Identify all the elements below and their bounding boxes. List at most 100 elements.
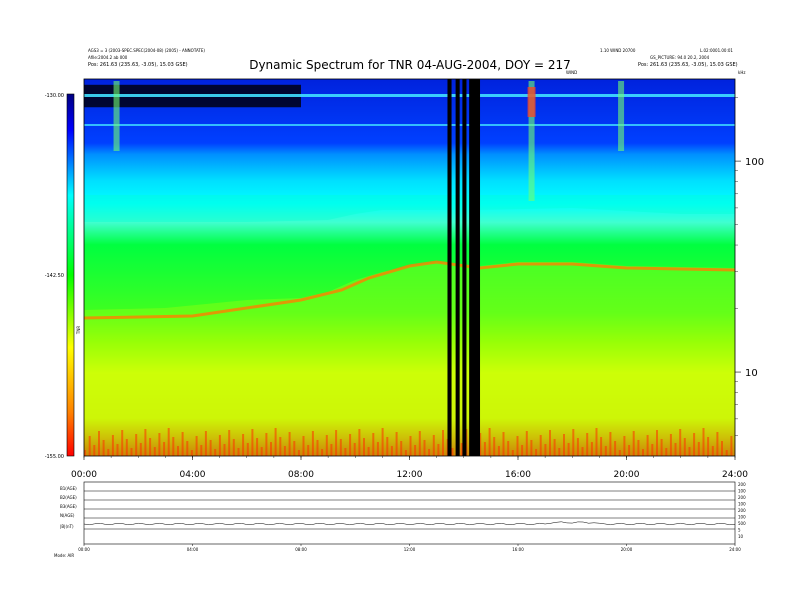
red-spike — [414, 445, 417, 456]
x-tick-label: 00:00 — [71, 470, 97, 480]
red-spike — [144, 429, 147, 456]
header-right-line1: 1.10 WIND 20700 — [600, 48, 636, 53]
red-spike — [363, 438, 365, 456]
header-center-small: WIND — [566, 70, 578, 75]
red-spike — [381, 428, 384, 456]
red-spike — [604, 446, 607, 456]
red-spike — [521, 445, 524, 456]
red-spike — [525, 431, 528, 456]
red-spike — [665, 448, 668, 456]
bottom-footer: Mode: AIR — [54, 553, 74, 558]
red-spike — [330, 444, 333, 456]
red-spike — [395, 432, 398, 456]
red-spike — [228, 430, 231, 456]
bottom-right-label: 200 — [738, 495, 746, 500]
red-spike — [697, 442, 700, 456]
burst-0 — [113, 81, 120, 151]
bottom-x-label: 20:00 — [621, 547, 633, 552]
red-spike — [223, 444, 226, 456]
bottom-x-label: 24:00 — [729, 547, 741, 552]
red-spike — [502, 432, 505, 456]
red-spike — [549, 430, 551, 456]
red-spike — [493, 437, 496, 456]
colorbar — [67, 94, 74, 456]
red-spike — [372, 433, 375, 456]
red-spike — [614, 441, 617, 456]
red-spike — [260, 447, 263, 456]
red-spike — [279, 437, 282, 456]
red-spike — [274, 428, 277, 456]
red-spike — [246, 443, 249, 456]
bottom-x-label: 12:00 — [404, 547, 416, 552]
red-spike — [460, 443, 463, 456]
red-spike — [516, 436, 519, 456]
red-spike — [367, 447, 370, 456]
x-tick-label: 24:00 — [722, 470, 748, 480]
red-spike — [628, 445, 631, 456]
bottom-row-label: B1(AGE) — [60, 486, 77, 491]
red-spike — [190, 450, 193, 456]
red-spike — [618, 450, 621, 456]
red-spike — [376, 442, 379, 456]
red-spike — [125, 439, 128, 456]
header-left-line1: AGS3 = 3 (2003-SPEC.SPEC(2004-08) (2005)… — [88, 48, 205, 53]
red-spike — [130, 448, 133, 456]
red-spike — [149, 438, 152, 456]
red-spike — [316, 440, 319, 456]
x-tick-label: 12:00 — [397, 470, 423, 480]
bottom-right-label: 500 — [738, 521, 746, 526]
red-spike — [716, 432, 719, 456]
red-spike — [107, 449, 110, 456]
red-spike — [251, 429, 254, 456]
red-spike — [200, 445, 203, 456]
colorbar-tick-top: -130.00 — [45, 93, 64, 99]
red-spike — [307, 445, 310, 456]
red-spike — [581, 447, 584, 456]
red-spike — [600, 437, 603, 456]
red-spike — [186, 441, 189, 456]
red-spike — [353, 443, 356, 456]
red-spike — [409, 436, 412, 456]
red-spike — [111, 435, 114, 456]
red-spike — [237, 448, 240, 456]
x-tick-label: 04:00 — [180, 470, 206, 480]
x-tick-label: 20:00 — [614, 470, 640, 480]
red-spike — [321, 449, 324, 456]
red-spike — [167, 428, 170, 456]
red-spike — [93, 445, 96, 456]
red-spike — [437, 444, 440, 456]
bottom-row-label: B2(AGE) — [60, 495, 77, 500]
red-spike — [139, 443, 142, 456]
red-spike — [563, 434, 565, 456]
red-spike — [572, 429, 575, 456]
units-label: kHz — [738, 70, 746, 75]
bottom-right-label: 200 — [738, 508, 746, 513]
red-spike — [688, 447, 691, 456]
bottom-x-label: 00:00 — [78, 547, 90, 552]
colorbar-tick-mid: -142.50 — [45, 273, 64, 279]
red-spike — [558, 448, 561, 456]
red-spike — [507, 441, 510, 456]
red-spike — [711, 446, 714, 456]
red-spike — [293, 441, 296, 456]
red-spike — [632, 431, 635, 456]
band-line — [84, 124, 735, 126]
red-spike — [595, 428, 598, 456]
bottom-row-label: B3(AGE) — [60, 504, 77, 509]
red-spike — [163, 442, 166, 456]
bottom-right-label: 100 — [738, 489, 746, 494]
red-spike — [725, 450, 728, 456]
red-spike — [553, 439, 556, 456]
red-spike — [423, 440, 426, 456]
red-spike — [428, 449, 431, 456]
red-spike — [209, 440, 212, 456]
bottom-x-label: 08:00 — [295, 547, 307, 552]
red-spike — [172, 437, 175, 456]
red-spike — [656, 430, 658, 456]
red-spike — [539, 435, 542, 456]
bottom-right-label: 100 — [738, 502, 746, 507]
red-spike — [442, 430, 444, 456]
red-spike — [98, 431, 100, 456]
header-right-line1b: L.02:0001.00:01 — [700, 48, 733, 53]
red-spike — [256, 438, 259, 456]
